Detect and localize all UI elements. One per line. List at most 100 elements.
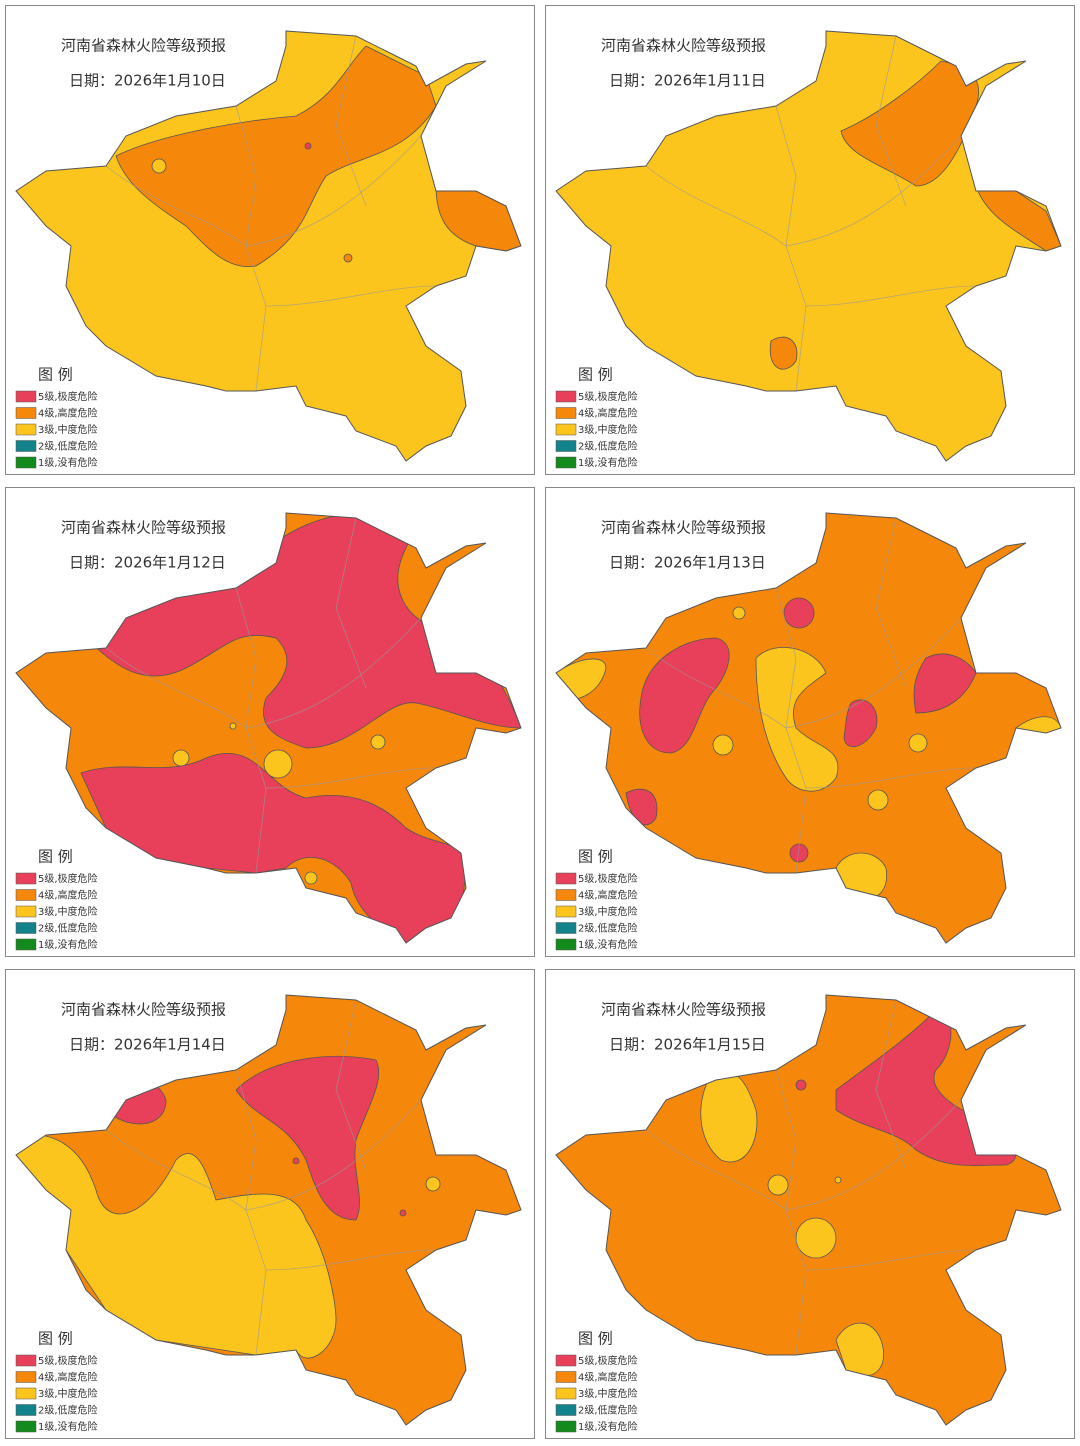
map-date: 日期：2026年1月12日 <box>69 554 226 572</box>
county-border <box>805 285 977 307</box>
legend-swatch <box>555 905 577 918</box>
map-date: 日期：2026年1月14日 <box>69 1036 226 1054</box>
province-border <box>555 994 1062 1426</box>
risk-zone <box>425 1176 441 1192</box>
legend-swatch <box>15 390 37 403</box>
legend-label: 2级,低度危险 <box>38 922 98 935</box>
risk-zone <box>625 788 658 826</box>
legend-swatch <box>15 938 37 951</box>
legend-swatch <box>555 1371 577 1383</box>
legend-swatch <box>15 1420 37 1433</box>
legend-label: 1级,没有危险 <box>38 1420 98 1433</box>
legend-title: 图 例 <box>578 366 613 384</box>
risk-zone <box>732 606 746 620</box>
risk-zone <box>843 699 878 748</box>
legend-label: 2级,低度危险 <box>578 922 638 935</box>
legend-swatch <box>555 407 577 419</box>
county-border <box>235 105 257 247</box>
legend-swatch <box>15 440 37 452</box>
risk-zone <box>769 336 798 370</box>
legend-label: 1级,没有危险 <box>578 938 638 951</box>
risk-zone <box>115 45 437 268</box>
map-date: 日期：2026年1月10日 <box>69 72 226 90</box>
zones <box>80 513 521 943</box>
county-border <box>265 1249 437 1271</box>
legend-swatch <box>555 390 577 403</box>
legend-swatch <box>555 938 577 951</box>
legend-label: 5级,极度危险 <box>578 390 638 403</box>
risk-zone <box>867 789 889 811</box>
legend-label: 3级,中度危险 <box>578 1387 638 1400</box>
legend-swatch <box>15 1404 37 1416</box>
legend-title: 图 例 <box>578 848 613 866</box>
risk-zone <box>755 647 839 792</box>
legend-swatch <box>15 456 37 469</box>
legend-swatch <box>555 1404 577 1416</box>
legend-title: 图 例 <box>38 848 73 866</box>
province-area <box>556 513 1061 943</box>
county-border <box>875 517 907 689</box>
legend-title: 图 例 <box>38 366 73 384</box>
county-border <box>775 1069 797 1211</box>
legend-swatch <box>15 1387 37 1400</box>
legend-label: 1级,没有危险 <box>578 1420 638 1433</box>
county-border <box>335 35 367 207</box>
risk-zone <box>263 749 293 779</box>
map-date: 日期：2026年1月11日 <box>609 72 766 90</box>
legend-title: 图 例 <box>578 1330 613 1348</box>
map-title: 河南省森林火险等级预报 <box>61 519 226 537</box>
map-title: 河南省森林火险等级预报 <box>601 37 766 55</box>
province-border <box>555 30 1062 462</box>
province-border <box>555 512 1062 944</box>
legend-swatch <box>555 440 577 452</box>
county-border <box>875 35 907 207</box>
legend-swatch <box>555 872 577 885</box>
risk-zone <box>292 1157 300 1165</box>
legend-label: 3级,中度危险 <box>38 905 98 918</box>
legend-label: 4级,高度危险 <box>578 889 638 902</box>
risk-zone <box>151 158 167 174</box>
county-border <box>245 1099 422 1211</box>
legend-swatch <box>15 889 37 901</box>
legend-swatch <box>555 1387 577 1400</box>
county-border <box>805 767 977 789</box>
risk-zone <box>85 513 521 749</box>
county-border <box>245 135 422 247</box>
legend-swatch <box>555 922 577 934</box>
legend-label: 5级,极度危险 <box>38 390 98 403</box>
legend-swatch <box>555 456 577 469</box>
county-border <box>775 587 797 729</box>
map-title: 河南省森林火险等级预报 <box>601 519 766 537</box>
legend-label: 5级,极度危险 <box>578 1354 638 1367</box>
legend-swatch <box>15 872 37 885</box>
risk-zone <box>795 1079 807 1091</box>
risk-zone <box>343 253 353 263</box>
legend-label: 2级,低度危险 <box>38 1404 98 1417</box>
county-border <box>875 999 907 1171</box>
zones <box>16 999 441 1359</box>
risk-zone <box>172 749 190 767</box>
county-border <box>335 999 367 1171</box>
legend-label: 2级,低度危险 <box>578 1404 638 1417</box>
county-border <box>805 1249 977 1271</box>
risk-zone <box>235 1055 380 1221</box>
legend-label: 3级,中度危险 <box>38 1387 98 1400</box>
legend-swatch <box>555 423 577 436</box>
zones <box>645 35 1061 392</box>
legend-label: 1级,没有危险 <box>578 456 638 469</box>
risk-zone <box>80 752 467 943</box>
county-border <box>785 617 962 729</box>
legend-label: 3级,中度危险 <box>578 905 638 918</box>
legend-label: 3级,中度危险 <box>38 423 98 436</box>
county-border <box>775 105 797 247</box>
risk-zone <box>913 653 977 714</box>
risk-zone <box>304 142 312 150</box>
legend-label: 4级,高度危险 <box>38 407 98 420</box>
legend-label: 2级,低度危险 <box>578 440 638 453</box>
legend-swatch <box>15 1354 37 1367</box>
legend-label: 1级,没有危险 <box>38 456 98 469</box>
